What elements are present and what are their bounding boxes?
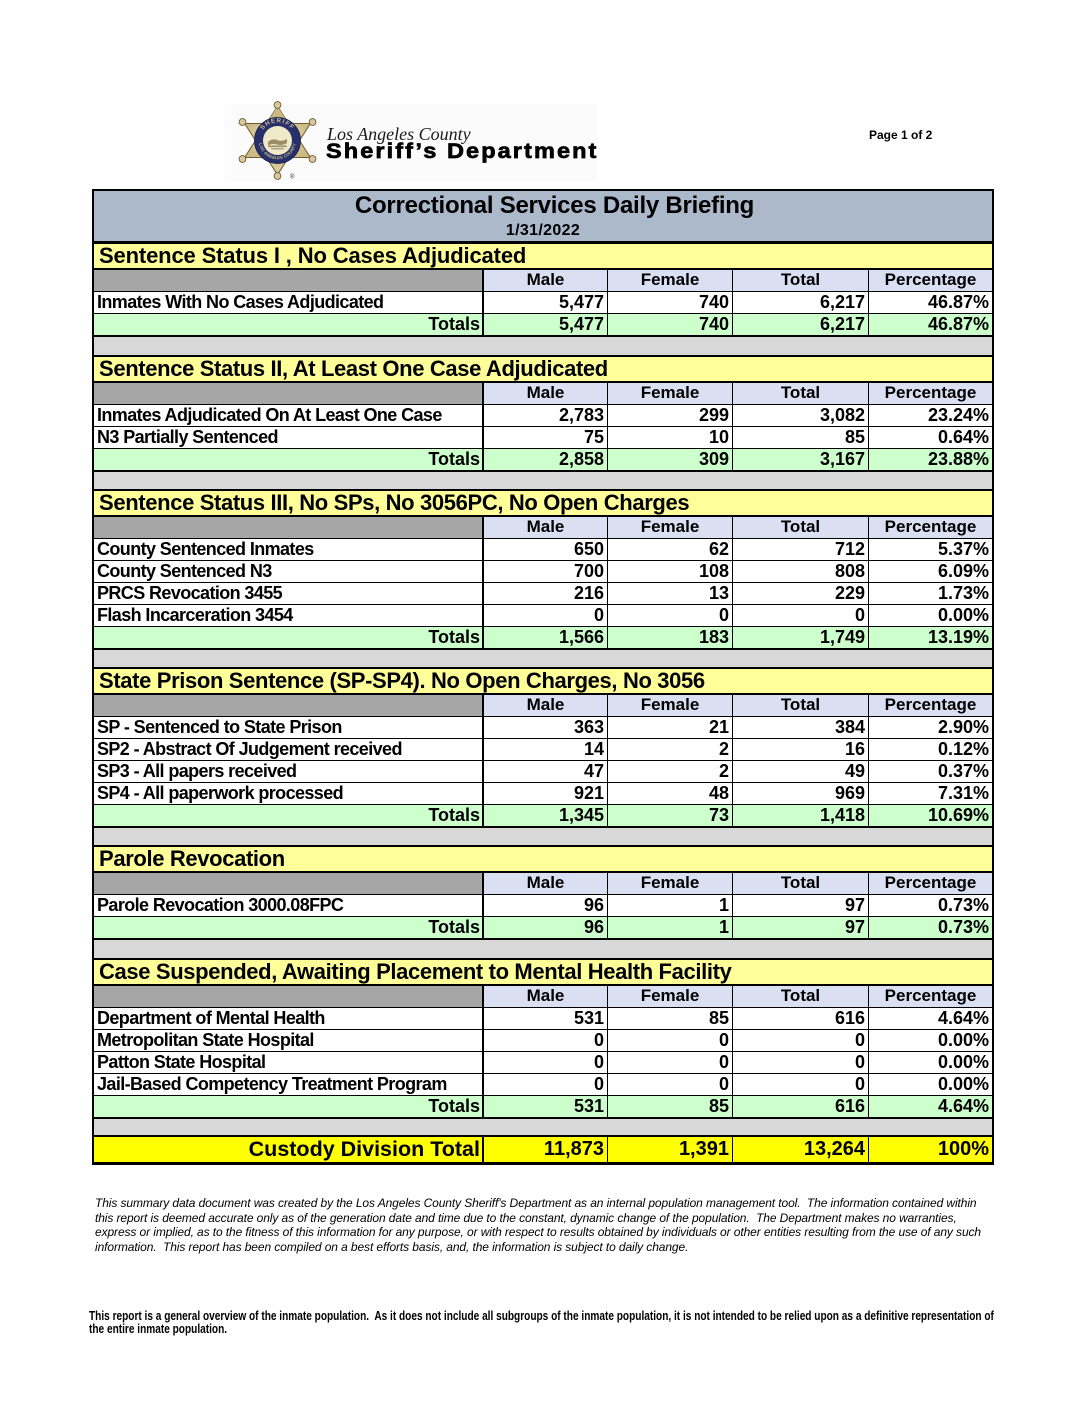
svg-text:®: ® [290, 174, 295, 181]
